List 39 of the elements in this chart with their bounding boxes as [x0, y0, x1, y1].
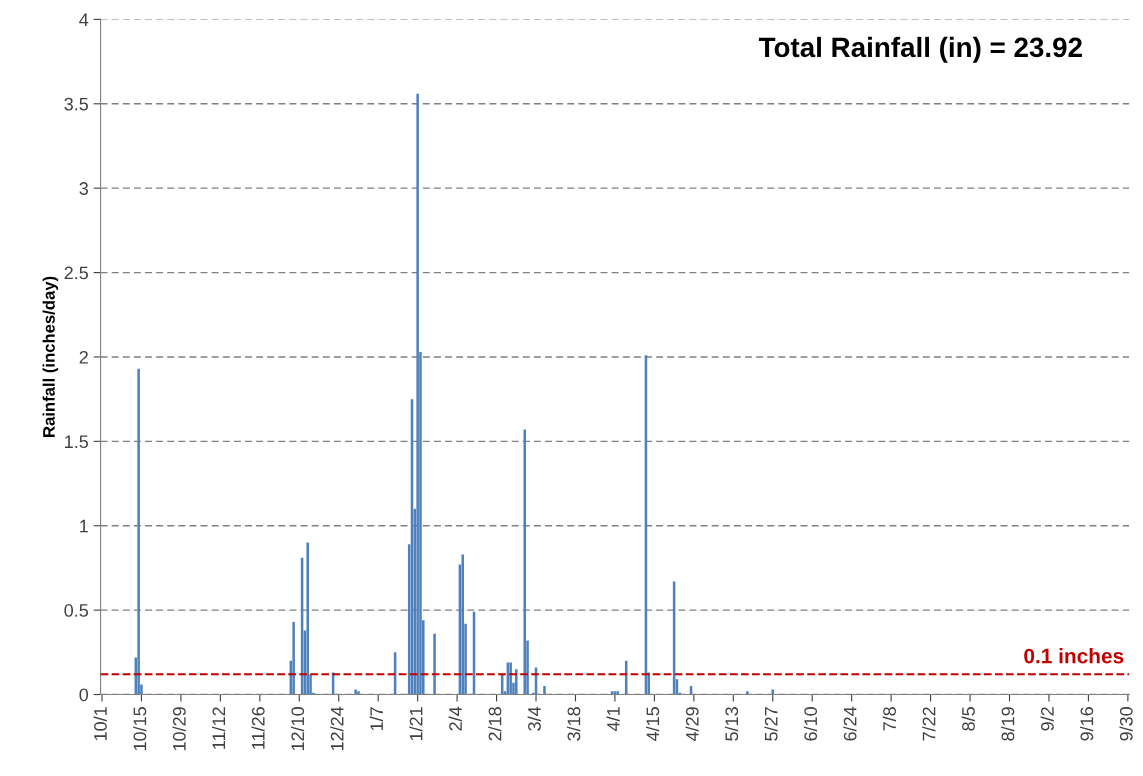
- y-tick-label: 0.5: [64, 604, 89, 617]
- annotation: Total Rainfall (in) = 23.92: [758, 36, 1082, 63]
- x-tick-label: 7/8: [882, 707, 896, 731]
- x-tick-label: 10/29: [172, 707, 186, 751]
- x-tick-label: 2/18: [488, 707, 502, 741]
- y-tick-label: 3: [79, 182, 88, 195]
- x-tick-label: 1/7: [369, 707, 384, 731]
- y-axis-title: Rainfall (inches/day): [42, 276, 59, 437]
- y-tick-label: 3.5: [64, 97, 89, 111]
- x-tick-label: 11/26: [251, 707, 265, 749]
- x-tick-label: 11/12: [211, 707, 226, 749]
- x-tick-label: 5/27: [764, 707, 778, 741]
- x-tick-label: 4/15: [645, 707, 660, 742]
- x-tick-label: 4/29: [685, 707, 699, 742]
- ref-line-label: 0.1 inches: [1024, 648, 1124, 664]
- x-tick-label: 6/24: [843, 706, 857, 741]
- x-tick-label: 3/18: [567, 707, 581, 741]
- y-tick-label: 1: [80, 519, 88, 533]
- x-tick-label: 9/16: [1080, 707, 1094, 741]
- x-tick-label: 12/10: [290, 707, 305, 751]
- x-tick-label: 8/19: [1001, 707, 1015, 741]
- x-tick-label: 10/15: [133, 707, 147, 751]
- y-tick-label: 0: [79, 688, 89, 702]
- y-tick-label: 4: [79, 13, 89, 26]
- x-tick-label: 7/22: [922, 707, 936, 741]
- x-tick-label: 4/1: [606, 707, 620, 732]
- x-tick-label: 10/1: [93, 707, 107, 741]
- y-tick-label: 2: [79, 350, 88, 364]
- x-tick-label: 3/4: [527, 706, 541, 731]
- x-tick-label: 6/10: [803, 707, 818, 741]
- y-tick-label: 1.5: [65, 435, 89, 449]
- x-tick-label: 1/21: [409, 707, 423, 741]
- x-tick-label: 9/2: [1040, 707, 1054, 731]
- x-tick-label: 2/4: [448, 706, 462, 731]
- x-tick-label: 12/24: [330, 706, 344, 751]
- y-tick-label: 2.5: [64, 266, 89, 280]
- x-tick-label: 9/30: [1119, 707, 1133, 741]
- x-tick-label: 5/13: [724, 707, 739, 741]
- x-tick-label: 8/5: [961, 707, 975, 731]
